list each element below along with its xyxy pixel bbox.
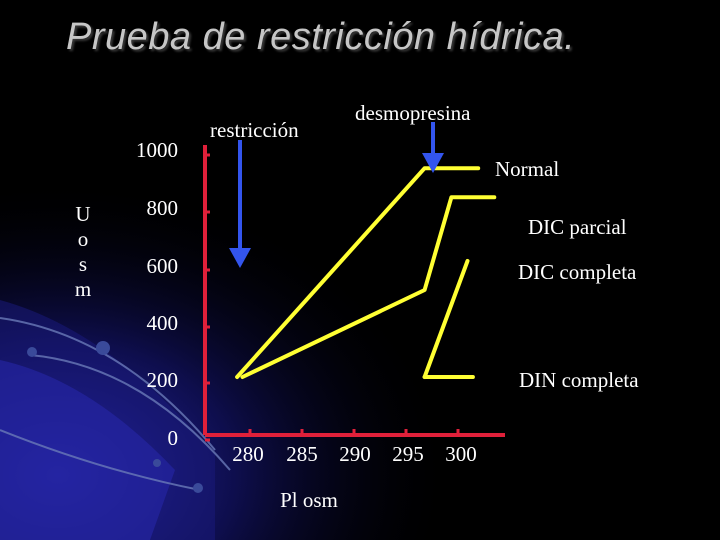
x-tick-label: 285 [286,442,318,466]
y-tick-label: 400 [147,311,179,335]
series-line [240,195,497,379]
x-tick-label: 290 [339,442,371,466]
annotation-label: restricción [210,118,299,142]
series-label: DIC completa [518,260,637,284]
x-axis-title: Pl osm [280,488,338,512]
series-label: DIN completa [519,368,639,392]
series-label: DIC parcial [528,215,627,239]
x-tick-label: 280 [232,442,264,466]
y-tick-label: 600 [147,254,179,278]
y-tick-label: 800 [147,196,179,220]
y-axis-label-letter: m [74,277,92,301]
y-axis-label: U o s m [68,202,98,302]
y-tick-label: 0 [168,426,179,450]
series-line [422,259,470,379]
series-label: Normal [495,157,559,181]
y-axis-label-letter: s [78,252,88,276]
y-tick-label: 200 [147,368,179,392]
slide-title: Prueba de restricción hídrica. [66,16,576,58]
down-arrow-icon [229,248,251,268]
y-tick-label: 1000 [136,138,178,162]
down-arrow-icon [422,153,444,173]
x-tick-label: 295 [392,442,424,466]
annotation-label: desmopresina [355,101,471,125]
x-tick-label: 300 [445,442,477,466]
y-axis-label-letter: U [75,202,91,226]
y-axis-label-letter: o [77,227,89,251]
series-line [235,166,481,379]
